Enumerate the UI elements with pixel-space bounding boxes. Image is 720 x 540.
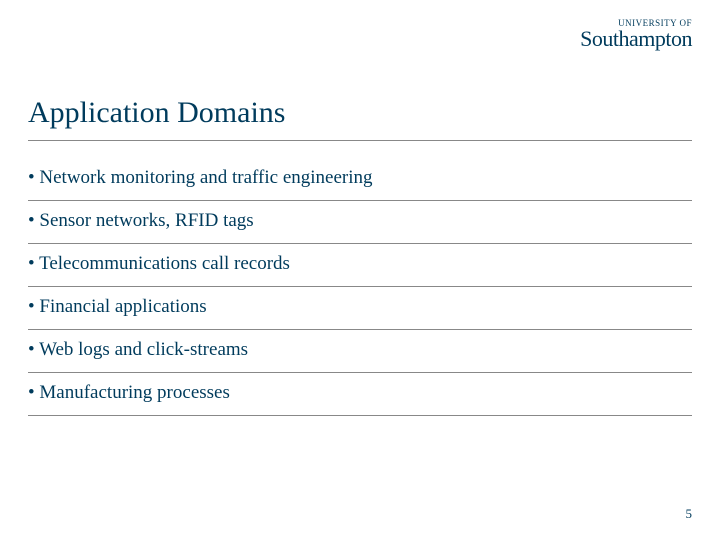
bullet-item: • Web logs and click-streams <box>28 330 692 373</box>
bullet-text: Network monitoring and traffic engineeri… <box>39 167 372 188</box>
bullet-item: • Financial applications <box>28 287 692 330</box>
bullet-text: Financial applications <box>39 296 206 317</box>
page-number: 5 <box>686 506 693 522</box>
bullet-item: • Manufacturing processes <box>28 373 692 416</box>
bullet-text: Sensor networks, RFID tags <box>39 210 253 231</box>
logo-main-text: Southampton <box>580 26 692 52</box>
bullet-item: • Network monitoring and traffic enginee… <box>28 158 692 201</box>
bullet-text: Web logs and click-streams <box>39 339 248 360</box>
slide-title: Application Domains <box>28 96 692 141</box>
bullet-item: • Telecommunications call records <box>28 244 692 287</box>
bullet-item: • Sensor networks, RFID tags <box>28 201 692 244</box>
university-logo: UNIVERSITY OF Southampton <box>580 18 692 52</box>
bullet-text: Telecommunications call records <box>39 253 290 274</box>
bullet-list: • Network monitoring and traffic enginee… <box>28 158 692 416</box>
bullet-text: Manufacturing processes <box>39 382 229 403</box>
